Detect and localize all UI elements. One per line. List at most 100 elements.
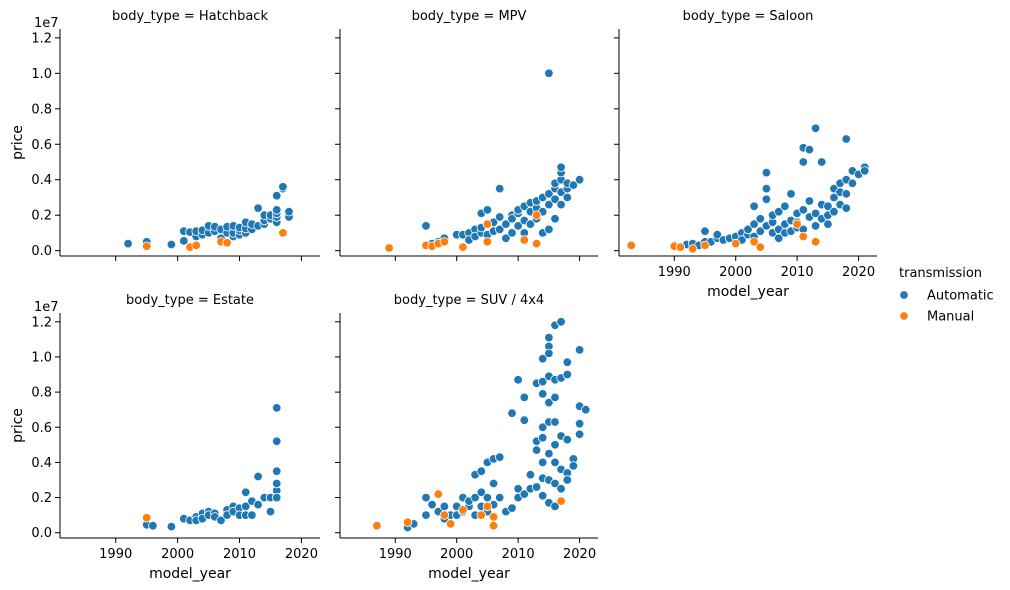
scatter-point-automatic xyxy=(272,403,282,413)
scatter-point-automatic xyxy=(179,236,189,246)
scatter-point-automatic xyxy=(574,429,585,440)
x-tick-label: 2000 xyxy=(161,547,194,562)
scatter-point-automatic xyxy=(544,332,554,343)
scatter-point-automatic xyxy=(574,419,585,429)
scatter-point-automatic xyxy=(495,212,505,222)
scatter-point-automatic xyxy=(538,376,548,387)
scatter-point-automatic xyxy=(284,206,294,217)
scatter-point-automatic xyxy=(501,219,511,229)
scatter-point-automatic xyxy=(847,178,858,189)
scatter-point-automatic xyxy=(421,510,431,520)
x-tick-label: 2010 xyxy=(502,547,535,562)
scatter-point-automatic xyxy=(550,392,560,403)
y-tick-label: 0.4 xyxy=(31,173,52,188)
scatter-point-manual xyxy=(433,489,444,499)
scatter-point-automatic xyxy=(272,205,282,215)
scatter-point-manual xyxy=(141,241,152,251)
scatter-point-automatic xyxy=(513,375,523,385)
scatter-point-automatic xyxy=(544,448,554,459)
scatter-point-automatic xyxy=(476,487,487,498)
y-tick-label: 0.8 xyxy=(31,386,52,401)
scatter-point-automatic xyxy=(712,229,723,240)
scatter-point-automatic xyxy=(556,199,566,210)
scatter-point-manual xyxy=(191,240,201,251)
scatter-point-automatic xyxy=(538,389,548,399)
scatter-point-automatic xyxy=(265,506,276,517)
scatter-point-automatic xyxy=(550,440,560,450)
scatter-point-automatic xyxy=(272,478,282,489)
scatter-point-automatic xyxy=(574,345,585,355)
scatter-point-automatic xyxy=(761,183,772,194)
x-tick-label: 2020 xyxy=(285,547,318,562)
scatter-point-automatic xyxy=(148,521,158,531)
x-tick-label: 2000 xyxy=(440,547,473,562)
y-tick-label: 0.6 xyxy=(31,138,52,153)
scatter-point-automatic xyxy=(278,182,288,192)
scatter-point-automatic xyxy=(427,499,437,510)
legend-label-automatic: Automatic xyxy=(927,289,994,304)
legend-marker-automatic xyxy=(899,290,909,300)
scatter-point-manual xyxy=(141,513,152,523)
scatter-point-manual xyxy=(626,240,637,251)
scatter-point-automatic xyxy=(272,190,282,201)
scatter-point-automatic xyxy=(798,205,809,215)
scatter-point-automatic xyxy=(823,219,833,229)
scatter-point-automatic xyxy=(562,192,573,203)
scatter-point-automatic xyxy=(550,417,560,427)
scatter-point-automatic xyxy=(817,157,827,167)
scatter-point-manual xyxy=(556,496,566,506)
scatter-point-automatic xyxy=(804,144,815,155)
scatter-point-automatic xyxy=(166,239,177,250)
scatter-point-automatic xyxy=(421,492,431,503)
scatter-point-manual xyxy=(372,521,382,531)
scatter-point-automatic xyxy=(761,167,772,178)
y-tick-label: 1.2 xyxy=(31,31,52,46)
scatter-point-manual xyxy=(731,238,741,249)
scatter-point-automatic xyxy=(749,219,759,229)
scatter-point-automatic xyxy=(562,357,573,367)
scatter-point-automatic xyxy=(556,162,566,173)
scatter-point-automatic xyxy=(421,221,431,231)
scatter-point-manual xyxy=(278,228,288,238)
scatter-point-automatic xyxy=(556,317,566,327)
scatter-point-automatic xyxy=(513,221,523,231)
scatter-point-automatic xyxy=(562,475,573,485)
x-tick-label: 1990 xyxy=(379,547,412,562)
x-axis-label: model_year xyxy=(707,284,789,300)
scatter-point-automatic xyxy=(123,238,133,249)
scatter-point-automatic xyxy=(488,478,499,489)
scatter-point-automatic xyxy=(538,491,548,501)
scatter-point-automatic xyxy=(774,206,784,217)
panel-title: body_type = SUV / 4x4 xyxy=(394,293,544,308)
x-tick-label: 1990 xyxy=(658,265,691,280)
scatter-point-automatic xyxy=(700,226,710,236)
y-tick-label: 1.0 xyxy=(31,67,52,82)
scatter-point-manual xyxy=(749,237,759,247)
scatter-point-automatic xyxy=(507,214,517,224)
x-axis-label: model_year xyxy=(428,566,510,582)
scatter-point-automatic xyxy=(544,189,554,199)
panel-title: body_type = Estate xyxy=(126,293,254,308)
scatter-point-automatic xyxy=(841,134,852,144)
scatter-point-automatic xyxy=(538,354,548,364)
y-tick-label: 0.8 xyxy=(31,102,52,117)
scatter-point-manual xyxy=(222,237,232,248)
scatter-point-manual xyxy=(458,505,468,515)
scatter-point-automatic xyxy=(525,219,536,229)
scatter-point-automatic xyxy=(804,196,815,206)
scatter-point-automatic xyxy=(550,214,560,224)
scatter-point-automatic xyxy=(841,203,852,213)
scatter-point-manual xyxy=(482,219,493,229)
scatter-point-automatic xyxy=(568,180,579,190)
x-tick-label: 2020 xyxy=(842,265,875,280)
scatter-point-automatic xyxy=(495,492,505,503)
scatter-point-automatic xyxy=(556,484,566,494)
scatter-point-manual xyxy=(476,510,487,520)
scatter-point-automatic xyxy=(519,415,530,425)
x-tick-label: 2000 xyxy=(719,265,752,280)
y-tick-label: 0.2 xyxy=(31,491,52,506)
scatter-point-manual xyxy=(482,501,493,512)
y-axis-label: price xyxy=(10,408,26,443)
scatter-point-automatic xyxy=(538,433,548,443)
scatter-point-automatic xyxy=(755,226,766,236)
